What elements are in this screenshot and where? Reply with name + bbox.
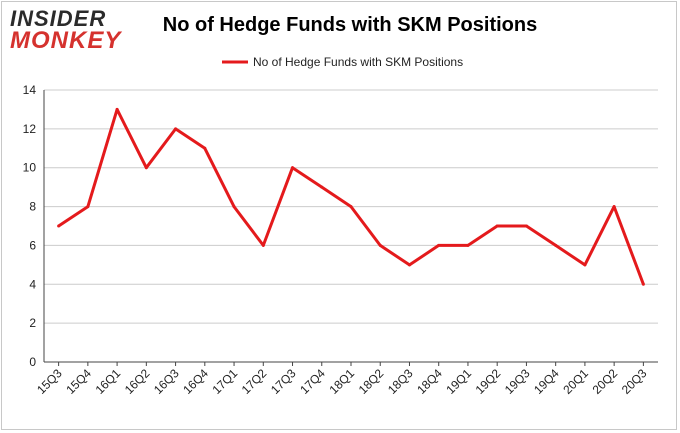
data-point [203, 146, 207, 150]
y-tick-label: 2 [29, 316, 36, 330]
data-point [641, 282, 645, 286]
y-tick-label: 0 [29, 355, 36, 369]
x-tick-label: 20Q2 [590, 366, 621, 397]
legend-label: No of Hedge Funds with SKM Positions [253, 55, 463, 69]
data-point [495, 224, 499, 228]
data-point [232, 205, 236, 209]
x-tick-label: 15Q3 [34, 366, 65, 397]
data-point [86, 205, 90, 209]
x-tick-label: 17Q2 [239, 366, 270, 397]
data-point [174, 127, 178, 131]
data-point [349, 205, 353, 209]
y-tick-label: 14 [23, 83, 37, 97]
data-point [320, 185, 324, 189]
x-tick-label: 19Q2 [473, 366, 504, 397]
x-tick-label: 15Q4 [63, 366, 94, 397]
x-tick-label: 19Q4 [531, 366, 562, 397]
x-tick-label: 18Q2 [356, 366, 387, 397]
data-point [466, 243, 470, 247]
x-tick-label: 18Q1 [326, 366, 357, 397]
data-point [291, 166, 295, 170]
x-axis-ticks: 15Q315Q416Q116Q216Q316Q417Q117Q217Q317Q4… [34, 362, 650, 397]
data-point [612, 205, 616, 209]
data-point [407, 263, 411, 267]
data-point [554, 243, 558, 247]
series-line-0 [57, 107, 645, 285]
data-point [115, 107, 119, 111]
data-point [583, 263, 587, 267]
data-point [57, 224, 61, 228]
chart-title: No of Hedge Funds with SKM Positions [162, 14, 538, 36]
insider-monkey-logo: INSIDER MONKEY [10, 8, 128, 58]
data-point [524, 224, 528, 228]
data-point [261, 243, 265, 247]
x-tick-label: 20Q1 [560, 366, 591, 397]
y-tick-label: 6 [29, 238, 36, 252]
x-tick-label: 17Q4 [297, 366, 328, 397]
x-tick-label: 17Q3 [268, 366, 299, 397]
legend: No of Hedge Funds with SKM Positions [222, 55, 463, 69]
x-tick-label: 17Q1 [210, 366, 241, 397]
y-axis-ticks: 0 2 4 6 8 10 12 14 [23, 83, 37, 369]
x-tick-label: 20Q3 [619, 366, 650, 397]
series-group [57, 107, 645, 286]
y-tick-label: 4 [29, 277, 36, 291]
logo-line-2: MONKEY [10, 27, 122, 54]
x-tick-label: 16Q1 [93, 366, 124, 397]
y-tick-label: 12 [23, 122, 37, 136]
x-tick-label: 19Q1 [443, 366, 474, 397]
data-point [144, 166, 148, 170]
x-tick-label: 16Q4 [180, 366, 211, 397]
grid-lines [43, 89, 658, 363]
y-tick-label: 8 [29, 200, 36, 214]
x-tick-label: 16Q2 [122, 366, 153, 397]
x-tick-label: 18Q4 [414, 366, 445, 397]
logo-line-1: INSIDER [10, 6, 107, 31]
data-point [378, 243, 382, 247]
x-tick-label: 18Q3 [385, 366, 416, 397]
data-point [437, 243, 441, 247]
y-tick-label: 10 [23, 161, 37, 175]
x-tick-label: 16Q3 [151, 366, 182, 397]
x-tick-label: 19Q3 [502, 366, 533, 397]
